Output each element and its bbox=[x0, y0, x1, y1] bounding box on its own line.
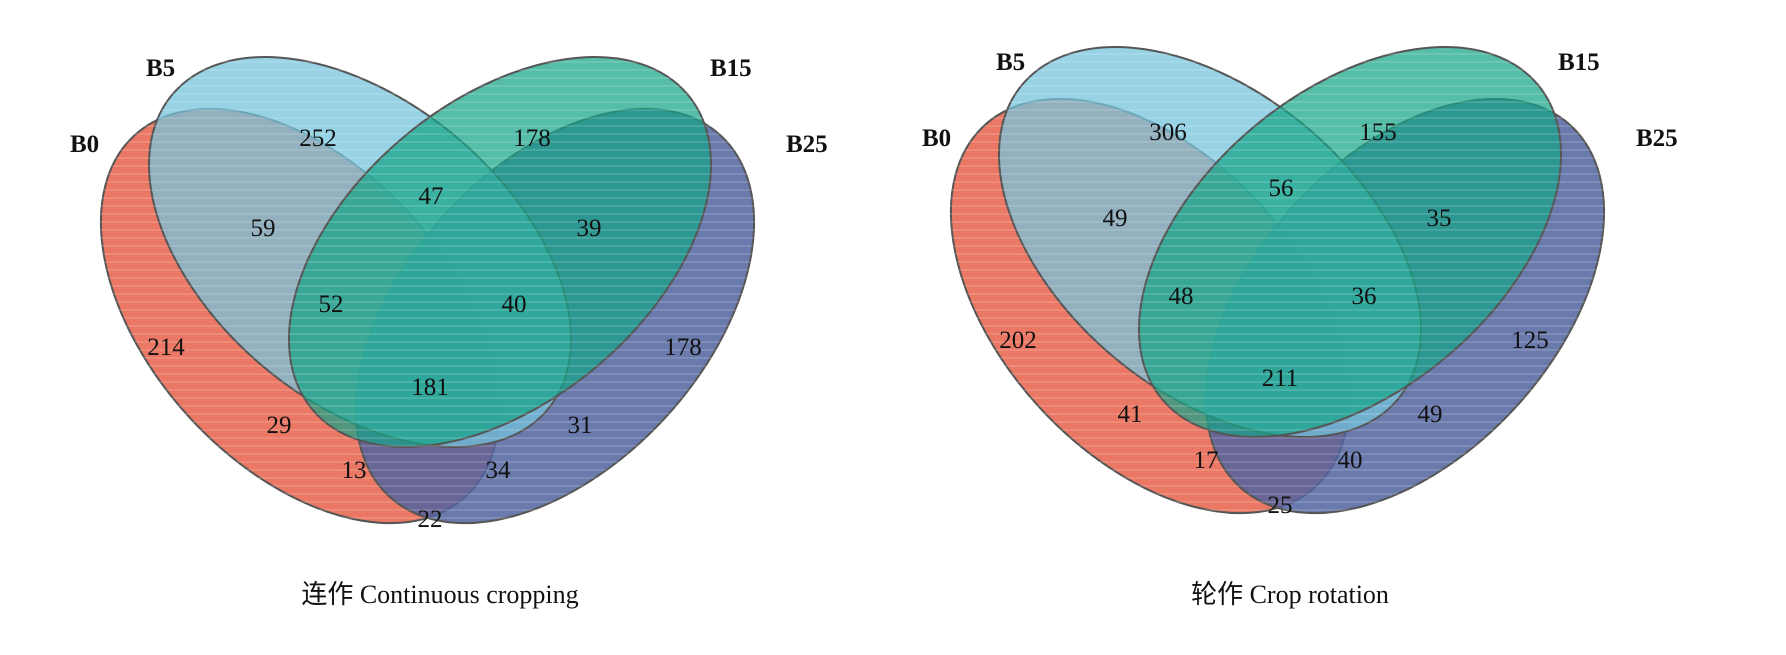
region-value-b15-only: 155 bbox=[1359, 119, 1397, 146]
region-value-b0-b15-b25: 17 bbox=[1194, 447, 1219, 474]
venn-diagram-continuous: B0 B5 B15 B25 214 252 178 178 59 47 39 5… bbox=[70, 55, 828, 609]
region-value-b0-b5-b25: 40 bbox=[1338, 447, 1363, 474]
venn-diagram-rotation: B0 B5 B15 B25 202 306 155 125 49 56 35 4… bbox=[922, 46, 1678, 609]
region-value-b5-b15-b25: 36 bbox=[1352, 283, 1377, 310]
diagram-caption: 轮作 Crop rotation bbox=[1191, 580, 1389, 609]
region-value-b0-b5-b25: 34 bbox=[486, 457, 512, 484]
region-value-b5-only: 306 bbox=[1149, 119, 1187, 146]
set-label-b15: B15 bbox=[710, 55, 752, 82]
set-label-b25: B25 bbox=[1636, 125, 1678, 152]
region-value-b0-b25: 22 bbox=[418, 506, 443, 533]
region-value-b25-only: 125 bbox=[1511, 327, 1549, 354]
region-value-b0-b15: 41 bbox=[1118, 401, 1143, 428]
region-value-b0-b5: 59 bbox=[251, 215, 276, 242]
set-label-b25: B25 bbox=[786, 131, 828, 158]
region-value-b0-b15-b25: 13 bbox=[342, 457, 367, 484]
region-value-b5-b15: 56 bbox=[1269, 175, 1294, 202]
region-value-b0-only: 202 bbox=[999, 327, 1037, 354]
region-value-b0-b5-b15: 52 bbox=[319, 291, 344, 318]
set-label-b15: B15 bbox=[1558, 49, 1600, 76]
diagram-caption: 连作 Continuous cropping bbox=[301, 580, 578, 609]
region-value-b5-only: 252 bbox=[299, 125, 337, 152]
region-value-b5-b15-b25: 40 bbox=[502, 291, 527, 318]
region-value-b0-b15: 29 bbox=[267, 412, 292, 439]
region-value-b0-b5-b15: 48 bbox=[1169, 283, 1194, 310]
set-label-b5: B5 bbox=[996, 49, 1025, 76]
set-label-b0: B0 bbox=[922, 125, 951, 152]
region-value-b25-only: 178 bbox=[664, 334, 702, 361]
region-value-b15-b25: 35 bbox=[1427, 205, 1452, 232]
region-value-all: 211 bbox=[1262, 365, 1299, 392]
region-value-b15-b25: 39 bbox=[577, 215, 602, 242]
region-value-b0-only: 214 bbox=[147, 334, 185, 361]
set-label-b5: B5 bbox=[146, 55, 175, 82]
region-value-b0-b5: 49 bbox=[1103, 205, 1128, 232]
set-label-b0: B0 bbox=[70, 131, 99, 158]
region-value-all: 181 bbox=[411, 374, 449, 401]
region-value-b15-only: 178 bbox=[513, 125, 551, 152]
region-value-b5-b25: 31 bbox=[568, 412, 593, 439]
region-value-b5-b15: 47 bbox=[419, 183, 444, 210]
region-value-b5-b25: 49 bbox=[1418, 401, 1443, 428]
region-value-b0-b25: 25 bbox=[1268, 492, 1293, 519]
